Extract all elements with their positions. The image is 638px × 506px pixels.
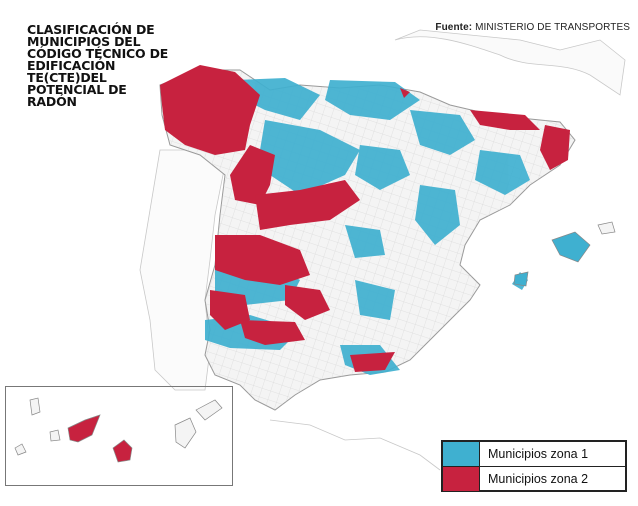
map-legend: Municipios zona 1 Municipios zona 2 — [441, 440, 627, 492]
legend-swatch-zone2 — [443, 467, 480, 491]
legend-swatch-zone1 — [443, 442, 480, 466]
canary-inset-frame — [5, 386, 233, 486]
source-text: MINISTERIO DE TRANSPORTES — [475, 22, 630, 33]
canary-islands-inset — [14, 397, 223, 463]
map-title: CLASIFICACIÓN DE MUNICIPIOS DEL CÓDIGO T… — [27, 22, 169, 109]
balearic-islands — [513, 221, 616, 287]
source-credit: Fuente: MINISTERIO DE TRANSPORTES — [435, 22, 630, 33]
legend-label-zone2: Municipios zona 2 — [488, 472, 589, 486]
africa-coast-outline — [269, 419, 441, 471]
legend-label-zone1: Municipios zona 1 — [488, 447, 589, 461]
source-label: Fuente: — [435, 22, 473, 33]
legend-item-zone1: Municipios zona 1 — [443, 442, 625, 466]
france-outline — [394, 29, 626, 96]
zone2-areas — [160, 65, 570, 372]
legend-item-zone2: Municipios zona 2 — [443, 466, 625, 491]
